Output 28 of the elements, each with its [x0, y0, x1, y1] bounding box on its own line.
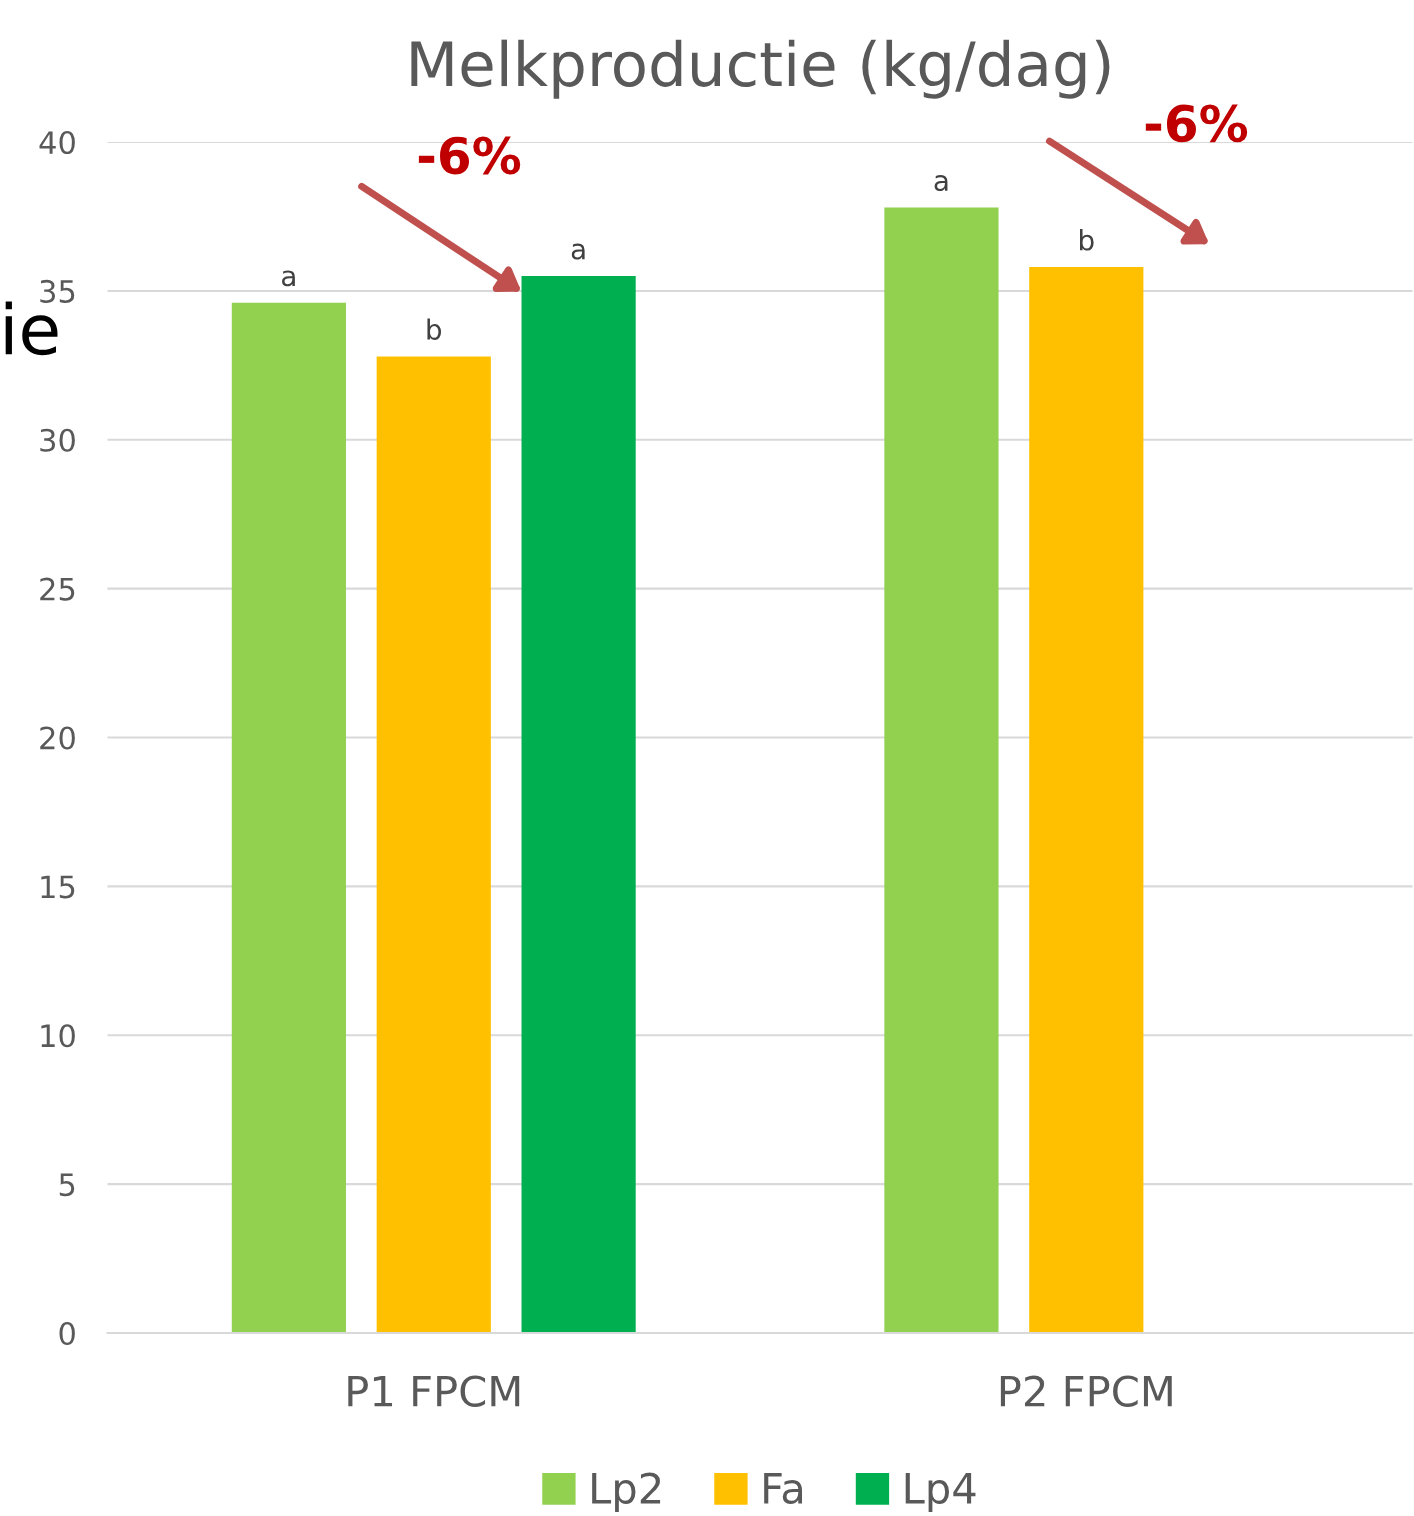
data-label: b	[1080, 229, 1094, 251]
text: ie	[5, 301, 58, 356]
y-tick-label: 0	[59, 1321, 75, 1346]
y-tick-label: 25	[40, 577, 75, 601]
legend-label: Fa	[764, 1473, 803, 1504]
legend-label: Lp4	[905, 1473, 976, 1513]
y-tick-label: 10	[41, 1024, 75, 1048]
legend-label: Lp2	[592, 1472, 661, 1513]
bar	[521, 276, 636, 1334]
y-tick-label: 35	[40, 279, 75, 303]
x-tick-label: P2 FPCM	[1000, 1375, 1172, 1407]
bar	[376, 356, 491, 1334]
annotation: -6%	[418, 136, 521, 175]
data-label: b	[427, 318, 442, 340]
data-label: a	[282, 270, 295, 287]
x-tick-label: P1 FPCM	[348, 1375, 520, 1407]
data-label: a	[571, 243, 585, 260]
y-tick-label: 30	[40, 428, 75, 452]
chart-title: Melkproductie (kg/dag)	[411, 39, 1110, 99]
data-label: a	[934, 175, 948, 192]
bar	[1029, 267, 1144, 1334]
y-tick-label: 5	[59, 1173, 75, 1197]
annotation: -6%	[1145, 104, 1248, 143]
y-tick-label: 40	[39, 130, 75, 155]
bar	[884, 207, 999, 1334]
y-tick-label: 15	[41, 875, 75, 899]
bar	[231, 302, 346, 1334]
y-tick-label: 20	[40, 726, 75, 750]
